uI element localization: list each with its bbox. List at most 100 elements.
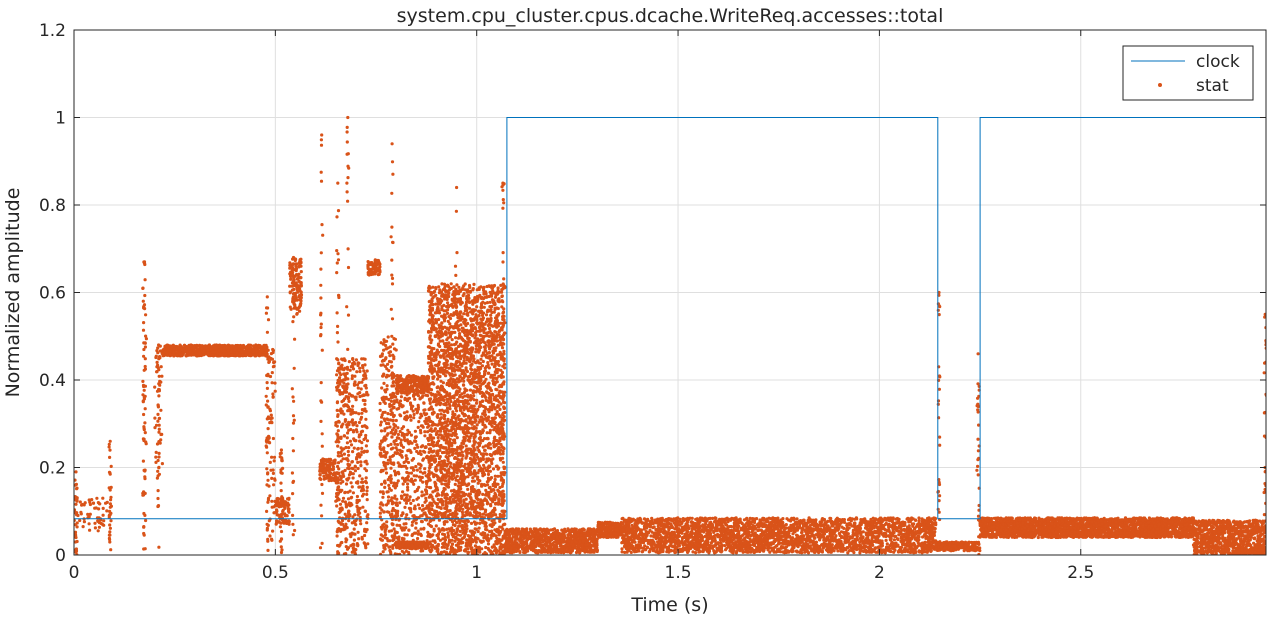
stat-point <box>352 446 356 450</box>
stat-point <box>192 345 196 350</box>
stat-point <box>237 348 241 352</box>
stat-point <box>297 272 301 276</box>
stat-point <box>271 347 275 352</box>
stat-point <box>404 526 408 530</box>
stat-point <box>350 362 355 366</box>
stat-point <box>271 468 275 472</box>
stat-point <box>271 350 275 355</box>
stat-point <box>406 375 410 379</box>
stat-point <box>399 395 403 399</box>
stat-point <box>272 364 276 368</box>
stat-point <box>396 470 400 474</box>
stat-point <box>481 359 485 364</box>
stat-point <box>195 344 199 348</box>
stat-point <box>390 509 394 513</box>
stat-point <box>102 523 106 527</box>
stat-point <box>220 344 225 348</box>
stat-point <box>361 366 365 370</box>
stat-point <box>142 490 146 494</box>
stat-point <box>413 439 417 443</box>
stat-point <box>386 501 390 505</box>
stat-point <box>386 444 390 448</box>
stat-point <box>265 386 269 390</box>
stat-point <box>407 546 411 550</box>
stat-point <box>385 426 389 430</box>
stat-point <box>157 455 161 459</box>
stat-point <box>400 536 404 541</box>
stat-point <box>353 464 357 468</box>
stat-point <box>473 527 477 531</box>
stat-point <box>404 501 408 505</box>
stat-point <box>391 538 395 543</box>
stat-point <box>272 360 276 365</box>
stat-point <box>356 530 360 534</box>
stat-point <box>288 305 292 309</box>
stat-point <box>361 480 365 484</box>
stat-point <box>383 536 387 540</box>
stat-point <box>233 348 237 352</box>
stat-point <box>267 519 271 523</box>
stat-point <box>413 397 417 401</box>
stat-point <box>476 445 480 449</box>
stat-point <box>444 330 448 334</box>
stat-point <box>467 402 471 406</box>
stat-point <box>391 523 395 527</box>
stat-point <box>290 288 295 292</box>
stat-point <box>354 358 358 362</box>
stat-point <box>416 529 420 533</box>
stat-point <box>442 410 446 414</box>
stat-point <box>386 418 391 422</box>
stat-point <box>334 440 338 444</box>
stat-point <box>345 441 349 445</box>
stat-point <box>343 378 347 382</box>
stat-point <box>336 543 340 548</box>
stat-point <box>466 321 470 326</box>
stat-point <box>287 519 291 523</box>
stat-point <box>501 394 505 398</box>
stat-point <box>475 409 479 413</box>
stat-point <box>388 539 392 543</box>
stat-point <box>389 481 393 485</box>
stat-point <box>350 466 354 470</box>
stat-point <box>351 357 355 361</box>
stat-point <box>485 317 490 321</box>
stat-point <box>319 477 323 481</box>
stat-point <box>387 545 391 549</box>
stat-point <box>362 450 366 454</box>
stat-point <box>420 389 424 393</box>
stat-point <box>401 482 405 486</box>
stat-point <box>80 502 85 507</box>
stat-point <box>419 532 423 536</box>
stat-point <box>284 518 288 522</box>
stat-point <box>387 369 391 373</box>
stat-point <box>350 409 354 413</box>
stat-point <box>423 500 427 504</box>
stat-point <box>319 463 323 467</box>
stat-point <box>165 352 169 356</box>
stat-point <box>485 480 489 484</box>
stat-point <box>428 516 432 520</box>
stat-point <box>445 311 450 315</box>
stat-point <box>409 466 413 470</box>
stat-point <box>354 411 358 415</box>
stat-point <box>486 371 490 375</box>
stat-point <box>423 434 427 438</box>
stat-point <box>157 423 161 427</box>
stat-point <box>492 310 496 314</box>
stat-point <box>412 468 416 472</box>
stat-point <box>359 387 363 391</box>
stat-point <box>159 408 163 412</box>
stat-point <box>429 391 433 395</box>
stat-point <box>389 442 393 446</box>
stat-point <box>362 492 366 496</box>
stat-point <box>269 413 273 417</box>
stat-point <box>419 519 424 524</box>
stat-point <box>355 424 359 428</box>
stat-point <box>292 292 296 296</box>
stat-point <box>408 495 412 499</box>
stat-point <box>395 497 399 501</box>
stat-point <box>475 423 479 427</box>
stat-point <box>170 345 174 349</box>
stat-point <box>346 431 350 435</box>
